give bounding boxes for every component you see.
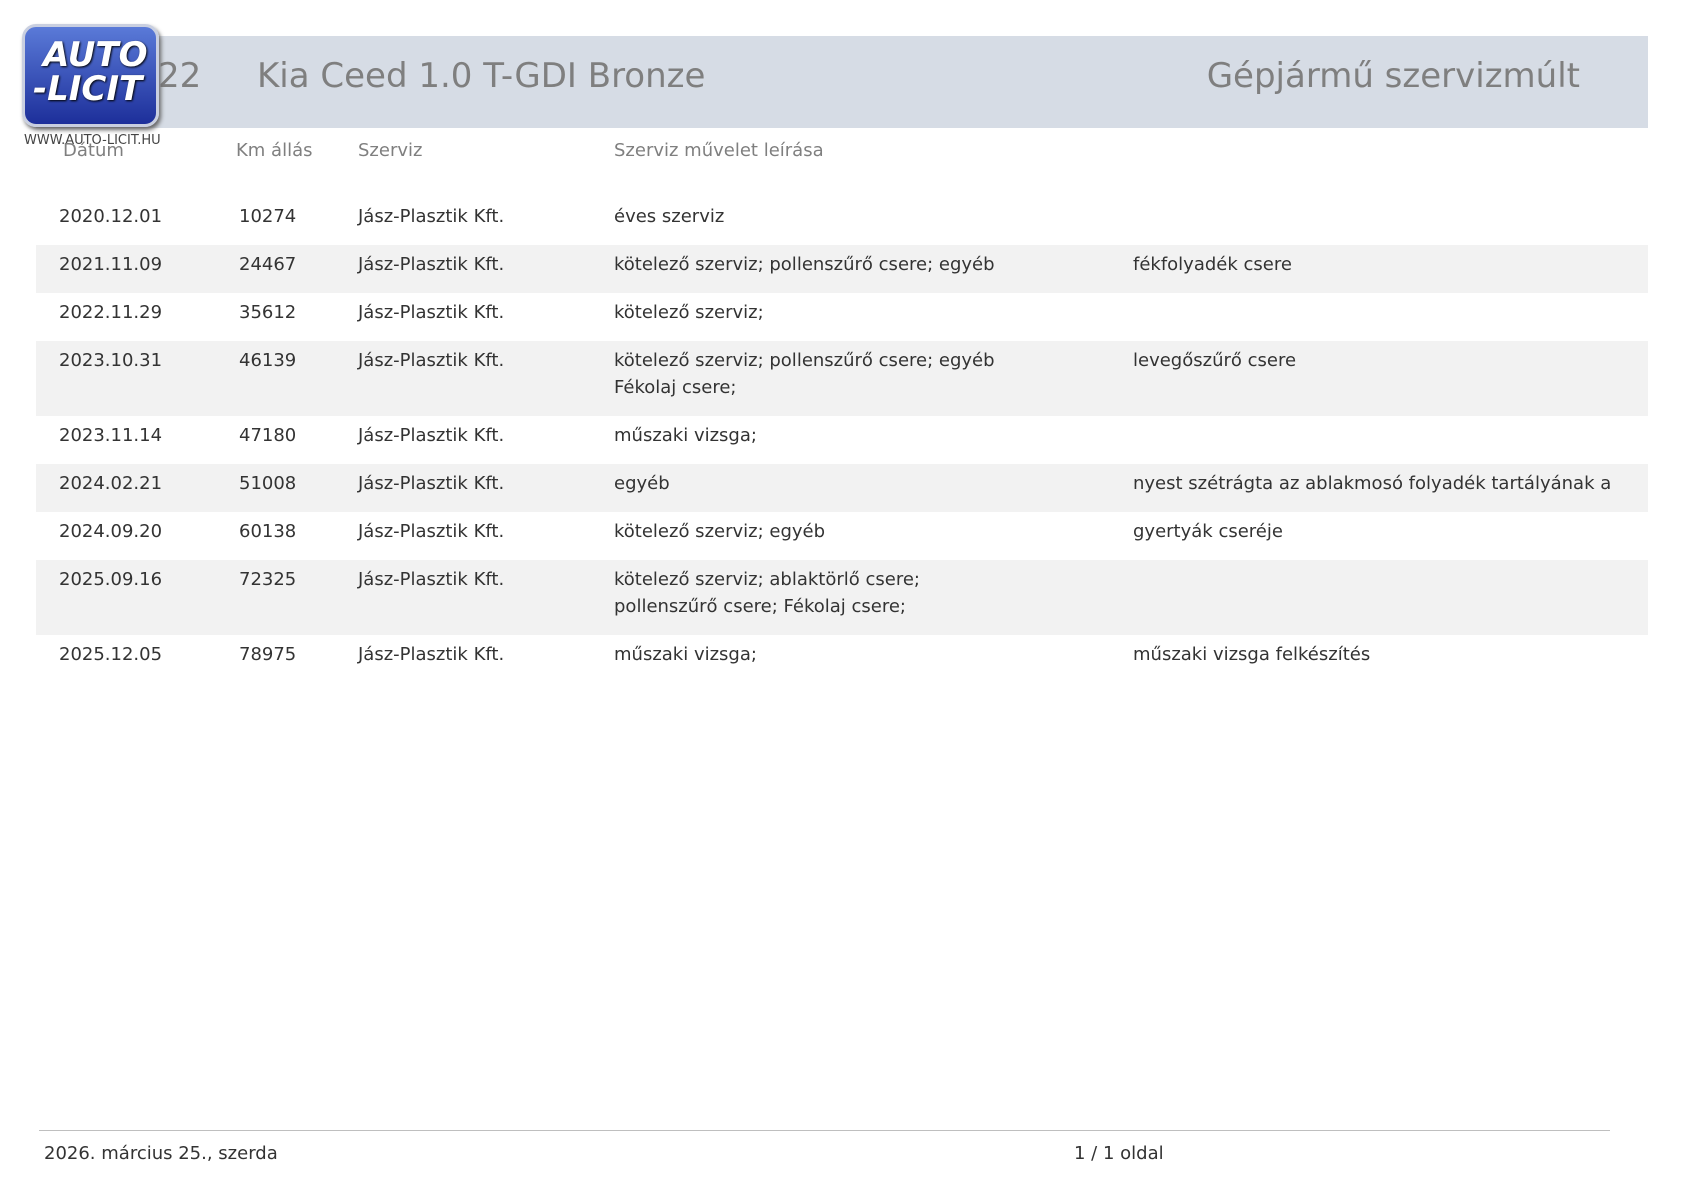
note-cell: fékfolyadék csere [1133,254,1292,275]
page-title: Gépjármű szervizmúlt [1206,56,1580,96]
column-header: Szerviz művelet leírása [614,140,824,161]
km-cell: 72325 [239,569,297,590]
date-cell: 2024.09.20 [59,521,163,542]
note-cell: nyest szétrágta az ablakmosó folyadék ta… [1133,473,1612,494]
logo-text: -LICIT [33,69,143,109]
description-line: műszaki vizsga; [614,644,757,665]
km-cell: 10274 [239,206,297,227]
km-cell: 46139 [239,350,297,371]
date-cell: 2023.10.31 [59,350,163,371]
description-line: kötelező szerviz; [614,302,764,323]
column-header: Dátum [63,140,124,161]
table-row: 2025.09.16 72325 Jász-Plasztik Kft. kötelez… [36,560,1648,635]
footer-rule [39,1130,1610,1131]
header-number: 22 [158,56,202,96]
description-line: éves szerviz [614,206,725,227]
table-row: 2021.11.09 24467 Jász-Plasztik Kft. fékfoly… [36,245,1648,293]
vehicle-title: Kia Ceed 1.0 T-GDI Bronze [257,56,706,96]
table-row: 2025.12.05 78975 Jász-Plasztik Kft. műszaki… [36,635,1648,683]
logo: AUTO -LICIT [22,24,159,127]
service-cell: Jász-Plasztik Kft. [358,521,505,542]
km-cell: 78975 [239,644,297,665]
date-cell: 2021.11.09 [59,254,163,275]
note-cell: műszaki vizsga felkészítés [1133,644,1371,665]
km-cell: 51008 [239,473,297,494]
service-cell: Jász-Plasztik Kft. [358,350,505,371]
column-header: Szerviz [358,140,423,161]
table-row: 2022.11.29 35612 Jász-Plasztik Kft. kötelez… [36,293,1648,341]
date-cell: 2025.09.16 [59,569,163,590]
description-line: kötelező szerviz; egyéb [614,521,826,542]
description-line: műszaki vizsga; [614,425,757,446]
service-cell: Jász-Plasztik Kft. [358,644,505,665]
service-cell: Jász-Plasztik Kft. [358,569,505,590]
table-row: 2020.12.01 10274 Jász-Plasztik Kft. éves sz… [36,197,1648,245]
service-table: 2020.12.01 10274 Jász-Plasztik Kft. éves sz… [36,197,1648,683]
km-cell: 60138 [239,521,297,542]
description-line: egyéb [614,473,670,494]
service-cell: Jász-Plasztik Kft. [358,254,505,275]
table-row: 2023.11.14 47180 Jász-Plasztik Kft. műszaki… [36,416,1648,464]
note-cell: gyertyák cseréje [1133,521,1283,542]
date-cell: 2025.12.05 [59,644,163,665]
footer-page: 1 / 1 oldal [1074,1143,1164,1164]
header-bar [36,36,1648,128]
description-line: pollenszűrő csere; Fékolaj csere; [614,596,906,617]
description-line: kötelező szerviz; pollenszűrő csere; egy… [614,350,995,371]
km-cell: 35612 [239,302,297,323]
logo-text: AUTO [43,35,148,75]
km-cell: 24467 [239,254,297,275]
column-header: Km állás [236,140,313,161]
service-cell: Jász-Plasztik Kft. [358,206,505,227]
date-cell: 2020.12.01 [59,206,163,227]
footer-date: 2026. március 25., szerda [44,1143,278,1164]
description-line: kötelező szerviz; pollenszűrő csere; egy… [614,254,995,275]
description-line: Fékolaj csere; [614,377,737,398]
table-row: 2023.10.31 46139 Jász-Plasztik Kft. levegős… [36,341,1648,416]
table-row: 2024.09.20 60138 Jász-Plasztik Kft. gyertyá… [36,512,1648,560]
note-cell: levegőszűrő csere [1133,350,1297,371]
date-cell: 2022.11.29 [59,302,163,323]
km-cell: 47180 [239,425,297,446]
table-row: 2024.02.21 51008 Jász-Plasztik Kft. nyest s… [36,464,1648,512]
date-cell: 2023.11.14 [59,425,163,446]
service-cell: Jász-Plasztik Kft. [358,425,505,446]
description-line: kötelező szerviz; ablaktörlő csere; [614,569,920,590]
service-cell: Jász-Plasztik Kft. [358,473,505,494]
date-cell: 2024.02.21 [59,473,163,494]
logo-url: WWW.AUTO-LICIT.HU [24,133,161,148]
service-cell: Jász-Plasztik Kft. [358,302,505,323]
